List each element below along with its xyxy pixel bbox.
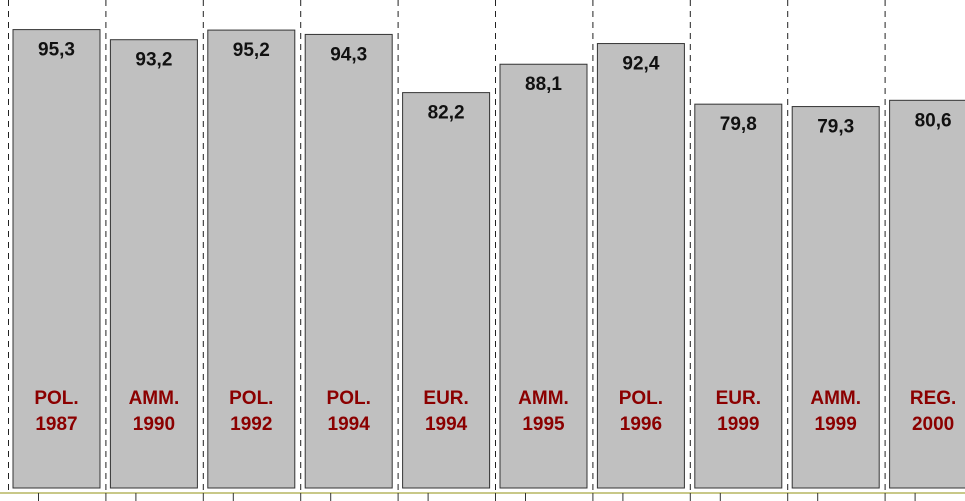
category-label: 1994 bbox=[328, 414, 371, 435]
category-label: 2000 bbox=[912, 414, 954, 435]
value-label: 88,1 bbox=[525, 74, 562, 95]
bar bbox=[889, 99, 965, 489]
category-label: 1995 bbox=[522, 414, 565, 435]
bar bbox=[402, 92, 491, 489]
category-label: 1999 bbox=[815, 414, 857, 435]
category-label: 1996 bbox=[620, 414, 662, 435]
category-label: REG. bbox=[910, 388, 956, 409]
category-label: EUR. bbox=[716, 388, 761, 409]
bar bbox=[791, 106, 880, 489]
category-label: 1987 bbox=[35, 414, 77, 435]
category-label: AMM. bbox=[518, 388, 569, 409]
bar bbox=[499, 63, 588, 489]
category-label: EUR. bbox=[423, 388, 468, 409]
category-label: 1990 bbox=[133, 414, 175, 435]
category-label: POL. bbox=[619, 388, 663, 409]
value-label: 94,3 bbox=[330, 44, 367, 65]
bar bbox=[694, 103, 783, 489]
category-label: AMM. bbox=[129, 388, 180, 409]
category-label: 1999 bbox=[717, 414, 759, 435]
value-label: 95,3 bbox=[38, 40, 75, 61]
bar bbox=[12, 29, 101, 489]
category-label: POL. bbox=[327, 388, 371, 409]
value-label: 92,4 bbox=[622, 54, 659, 75]
bar bbox=[207, 29, 296, 489]
category-label: 1992 bbox=[230, 414, 272, 435]
value-label: 93,2 bbox=[135, 50, 172, 71]
value-label: 79,8 bbox=[720, 114, 757, 135]
bar bbox=[304, 33, 393, 489]
bar bbox=[109, 39, 198, 489]
category-label: POL. bbox=[229, 388, 273, 409]
value-label: 79,3 bbox=[817, 117, 854, 138]
value-label: 82,2 bbox=[428, 103, 465, 124]
value-label: 95,2 bbox=[233, 40, 270, 61]
category-label: POL. bbox=[34, 388, 78, 409]
bar bbox=[596, 43, 685, 489]
category-label: AMM. bbox=[810, 388, 861, 409]
category-label: 1994 bbox=[425, 414, 468, 435]
value-label: 80,6 bbox=[915, 110, 952, 131]
